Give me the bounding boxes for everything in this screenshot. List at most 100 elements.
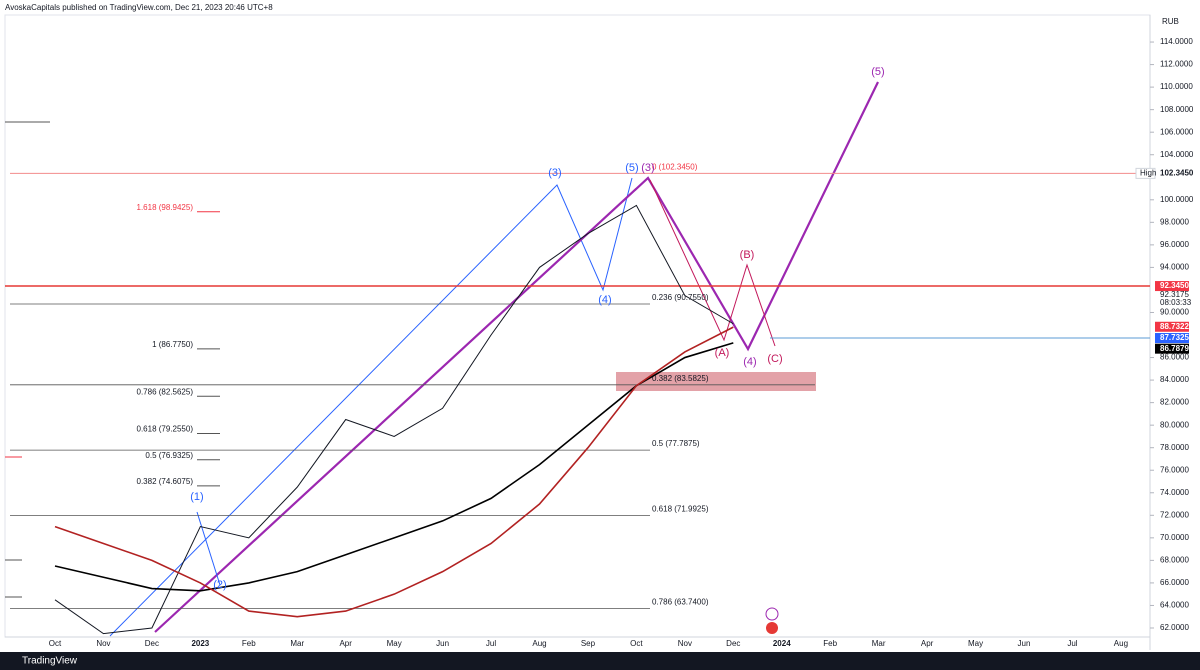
currency: RUB	[1162, 17, 1179, 26]
price-badge-label: 102.3450	[1160, 168, 1194, 177]
price-badge	[1155, 168, 1189, 179]
y-tick-label: 72.0000	[1160, 510, 1189, 519]
y-tick-label: 86.0000	[1160, 353, 1189, 362]
x-tick-label: Dec	[145, 639, 159, 648]
y-tick-label: 70.0000	[1160, 533, 1189, 542]
countdown: 08:03:33	[1160, 298, 1192, 307]
y-tick-label: 90.0000	[1160, 308, 1189, 317]
y-tick-label: 110.0000	[1160, 82, 1193, 91]
x-tick-label: Mar	[872, 639, 886, 648]
y-tick-label: 100.0000	[1160, 195, 1194, 204]
last-price: 92.3175	[1160, 290, 1189, 299]
purple-wave-line	[154, 81, 879, 633]
fib-label: 0 (102.3450)	[652, 162, 698, 171]
y-tick-label: 94.0000	[1160, 263, 1189, 272]
high-label: High	[1140, 168, 1156, 177]
price-badge-label: 92.3450	[1160, 281, 1189, 290]
x-tick-label: Mar	[290, 639, 304, 648]
fib-label: 0.5 (77.7875)	[652, 439, 700, 448]
x-tick-label: Sep	[581, 639, 596, 648]
fib-label: 1.618 (98.9425)	[137, 203, 194, 212]
wave-label: (5)	[871, 66, 884, 78]
x-tick-label: Nov	[96, 639, 110, 648]
y-tick-label: 104.0000	[1160, 150, 1194, 159]
x-tick-label: May	[968, 639, 983, 648]
y-tick-label: 98.0000	[1160, 217, 1189, 226]
x-tick-label: Aug	[532, 639, 546, 648]
fib-label: 0.382 (74.6075)	[137, 477, 194, 486]
price-badge	[1155, 343, 1189, 354]
price-badge-label: 87.7325	[1160, 333, 1189, 342]
x-tick-label: Jun	[436, 639, 449, 648]
wave-label: (5)	[625, 162, 638, 174]
y-tick-label: 108.0000	[1160, 105, 1194, 114]
x-tick-label: 2023	[191, 639, 209, 648]
wave-label: (1)	[190, 491, 203, 503]
wave-label: (C)	[767, 353, 782, 365]
x-tick-label: Nov	[678, 639, 692, 648]
fib-label: 1 (86.7750)	[152, 340, 193, 349]
x-tick-label: Oct	[630, 639, 643, 648]
x-tick-label: Jul	[486, 639, 496, 648]
price-badge	[1155, 333, 1189, 344]
fib-label: 0.5 (76.9325)	[145, 451, 193, 460]
x-tick-label: Feb	[823, 639, 837, 648]
y-tick-label: 82.0000	[1160, 398, 1189, 407]
price-badge-label: 88.7322	[1160, 322, 1189, 331]
y-tick-label: 78.0000	[1160, 443, 1189, 452]
wave-label: (B)	[740, 249, 755, 261]
y-tick-label: 64.0000	[1160, 601, 1189, 610]
blue-wave-line	[196, 511, 221, 586]
y-tick-label: 114.0000	[1160, 37, 1193, 46]
wave-label: (3)	[641, 162, 654, 174]
price-badge	[1155, 281, 1189, 292]
footer-logo: TradingView	[22, 656, 78, 667]
fib-label: 0.236 (90.7550)	[652, 293, 709, 302]
fib-label: 0.382 (83.5825)	[652, 374, 709, 383]
wave-label: (2)	[213, 579, 226, 591]
header: AvoskaCapitals published on TradingView.…	[5, 3, 273, 12]
y-tick-label: 68.0000	[1160, 555, 1189, 564]
y-tick-label: 76.0000	[1160, 465, 1189, 474]
blue-wave-line	[109, 177, 633, 637]
fib-label: 0.786 (63.7400)	[652, 597, 709, 606]
red-wave-line	[649, 179, 776, 347]
wave-drawings	[109, 81, 879, 637]
fib-label: 0.786 (82.5625)	[137, 387, 194, 396]
series-line	[54, 342, 734, 592]
wave-label: (A)	[715, 347, 730, 359]
x-tick-label: 2024	[773, 639, 791, 648]
event-icon[interactable]	[766, 622, 778, 634]
fib-label: 0.618 (71.9925)	[652, 504, 709, 513]
x-tick-label: Jun	[1018, 639, 1031, 648]
y-tick-label: 62.0000	[1160, 623, 1189, 632]
price-badge-label: 86.7879	[1160, 344, 1189, 353]
fib-label: 0.618 (79.2550)	[137, 425, 194, 434]
y-tick-label: 66.0000	[1160, 578, 1189, 587]
x-tick-label: Jul	[1067, 639, 1077, 648]
wave-label: (4)	[598, 294, 611, 306]
x-tick-label: Feb	[242, 639, 256, 648]
x-tick-label: May	[387, 639, 402, 648]
y-tick-label: 84.0000	[1160, 375, 1189, 384]
footer-bar	[0, 652, 1200, 670]
series-line	[54, 204, 734, 635]
x-tick-label: Aug	[1114, 639, 1128, 648]
x-tick-label: Dec	[726, 639, 740, 648]
y-tick-label: 74.0000	[1160, 488, 1189, 497]
x-tick-label: Apr	[339, 639, 352, 648]
event-icon[interactable]	[765, 607, 779, 621]
price-badge	[1155, 321, 1189, 332]
high-tag	[1135, 167, 1156, 179]
y-tick-label: 106.0000	[1160, 127, 1194, 136]
x-tick-label: Apr	[921, 639, 934, 648]
x-tick-label: Oct	[49, 639, 62, 648]
y-tick-label: 80.0000	[1160, 420, 1189, 429]
wave-label: (3)	[548, 167, 561, 179]
target-zone	[616, 372, 816, 391]
y-tick-label: 112.0000	[1160, 60, 1193, 69]
series-line	[54, 326, 734, 618]
